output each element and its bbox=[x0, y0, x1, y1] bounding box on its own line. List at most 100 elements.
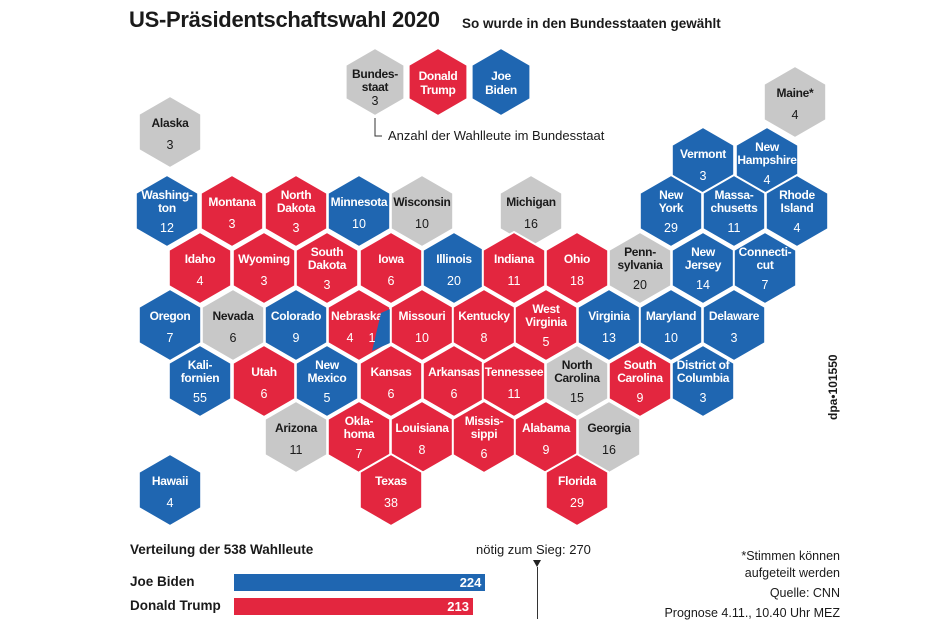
legend-leader-line bbox=[374, 118, 382, 137]
state-votes-new-jersey: 14 bbox=[696, 278, 710, 292]
state-montana: Montana 3 bbox=[199, 173, 265, 249]
state-name-tennessee: Tennessee bbox=[485, 365, 544, 379]
state-name-pennsylvania: sylvania bbox=[618, 258, 664, 272]
needed-to-win-line bbox=[537, 567, 538, 619]
state-name-minnesota: Minnesota bbox=[331, 195, 388, 209]
state-name-alabama: Alabama bbox=[522, 421, 571, 435]
page-subtitle: So wurde in den Bundesstaaten gewählt bbox=[462, 16, 721, 31]
state-name-south-carolina: Carolina bbox=[617, 371, 663, 385]
state-votes-biden-nebraska: 1 bbox=[369, 331, 376, 345]
state-name-new-jersey: New bbox=[691, 245, 716, 259]
state-connecticut: Connecti-cut 7 bbox=[732, 230, 798, 306]
state-ohio: Ohio 18 bbox=[544, 230, 610, 306]
state-louisiana: Louisiana 8 bbox=[389, 399, 455, 475]
state-name-michigan: Michigan bbox=[506, 195, 556, 209]
state-votes-district-of-columbia: 3 bbox=[700, 391, 707, 405]
state-votes-hawaii: 4 bbox=[167, 496, 174, 510]
state-name-new-york: York bbox=[659, 201, 684, 215]
bar-biden: 224 bbox=[234, 574, 486, 591]
state-name-indiana: Indiana bbox=[494, 252, 535, 266]
candidate-label-biden: Joe Biden bbox=[130, 574, 195, 589]
state-votes-alaska: 3 bbox=[167, 138, 174, 152]
state-votes-arizona: 11 bbox=[290, 443, 303, 457]
state-name-alaska: Alaska bbox=[152, 116, 190, 130]
state-name-vermont: Vermont bbox=[680, 147, 726, 161]
bar-trump: 213 bbox=[234, 598, 473, 615]
state-mississippi: Missis-sippi 6 bbox=[451, 399, 517, 475]
state-votes-tennessee: 11 bbox=[508, 387, 521, 401]
state-name-new-mexico: New bbox=[315, 358, 340, 372]
state-votes-michigan: 16 bbox=[524, 217, 538, 231]
state-votes-massachusetts: 11 bbox=[728, 221, 741, 235]
state-votes-south-dakota: 3 bbox=[324, 278, 331, 292]
state-name-oklahoma: homa bbox=[344, 427, 375, 441]
state-votes-north-carolina: 15 bbox=[570, 391, 584, 405]
state-name-wisconsin: Wisconsin bbox=[393, 195, 450, 209]
state-votes-kentucky: 8 bbox=[481, 331, 488, 345]
state-name-new-mexico: Mexico bbox=[308, 371, 347, 385]
needed-to-win-arrow bbox=[533, 560, 541, 567]
state-name-maryland: Maryland bbox=[646, 309, 696, 323]
state-name-oklahoma: Okla- bbox=[345, 414, 374, 428]
state-votes-vermont: 3 bbox=[700, 169, 707, 183]
bar-value-biden: 224 bbox=[459, 575, 482, 590]
state-votes-alabama: 9 bbox=[543, 443, 550, 457]
state-name-montana: Montana bbox=[208, 195, 256, 209]
forecast-note: Prognose 4.11., 10.40 Uhr MEZ bbox=[664, 606, 840, 620]
state-name-delaware: Delaware bbox=[709, 309, 760, 323]
state-minnesota: Minnesota 10 bbox=[326, 173, 392, 249]
state-name-hawaii: Hawaii bbox=[152, 474, 188, 488]
state-votes-new-mexico: 5 bbox=[324, 391, 331, 405]
state-name-west-virginia: Virginia bbox=[525, 315, 567, 329]
image-credit: dpa•101550 bbox=[826, 354, 840, 420]
state-michigan: Michigan 16 bbox=[498, 173, 564, 249]
state-name-kalifornien: Kali- bbox=[188, 358, 213, 372]
state-hex-minnesota bbox=[326, 173, 392, 249]
state-name-new-hampshire: New bbox=[755, 140, 780, 154]
state-name-washington: Washing- bbox=[141, 188, 192, 202]
state-votes-colorado: 9 bbox=[293, 331, 300, 345]
state-florida: Florida 29 bbox=[544, 452, 610, 528]
state-missouri: Missouri 10 bbox=[389, 287, 455, 363]
state-votes-illinois: 20 bbox=[447, 274, 461, 288]
state-massachusetts: Massa-chusetts 11 bbox=[701, 173, 767, 249]
state-nebraska: Nebraska* 4 1 bbox=[326, 287, 392, 363]
state-name-colorado: Colorado bbox=[271, 309, 321, 323]
state-arizona: Arizona 11 bbox=[263, 399, 329, 475]
state-colorado: Colorado 9 bbox=[263, 287, 329, 363]
state-name-north-carolina: North bbox=[562, 358, 593, 372]
state-votes-mississippi: 6 bbox=[481, 447, 488, 461]
state-hex-florida bbox=[544, 452, 610, 528]
state-hex-idaho bbox=[167, 230, 233, 306]
state-hex-wisconsin bbox=[389, 173, 455, 249]
needed-to-win-label: nötig zum Sieg: 270 bbox=[476, 542, 591, 557]
state-votes-georgia: 16 bbox=[602, 443, 616, 457]
state-name-nebraska: Nebraska* bbox=[331, 309, 388, 323]
state-name-georgia: Georgia bbox=[587, 421, 631, 435]
state-wyoming: Wyoming 3 bbox=[231, 230, 297, 306]
distribution-title: Verteilung der 538 Wahlleute bbox=[130, 542, 314, 557]
state-name-north-carolina: Carolina bbox=[554, 371, 600, 385]
state-hex-kalifornien bbox=[167, 343, 233, 419]
state-votes-idaho: 4 bbox=[197, 274, 204, 288]
state-name-mississippi: Missis- bbox=[465, 414, 504, 428]
state-name-north-dakota: North bbox=[281, 188, 312, 202]
state-name-rhode-island: Island bbox=[781, 201, 814, 215]
state-name-massachusetts: chusetts bbox=[711, 201, 759, 215]
state-name-pennsylvania: Penn- bbox=[624, 245, 656, 259]
legend-trump-line-1: Donald bbox=[419, 69, 458, 83]
state-washington: Washing-ton 12 bbox=[134, 173, 200, 249]
state-name-missouri: Missouri bbox=[399, 309, 446, 323]
state-name-west-virginia: West bbox=[532, 302, 560, 316]
state-votes-minnesota: 10 bbox=[352, 217, 366, 231]
state-name-kansas: Kansas bbox=[371, 365, 413, 379]
state-votes-west-virginia: 5 bbox=[543, 335, 550, 349]
state-nevada: Nevada 6 bbox=[200, 287, 266, 363]
